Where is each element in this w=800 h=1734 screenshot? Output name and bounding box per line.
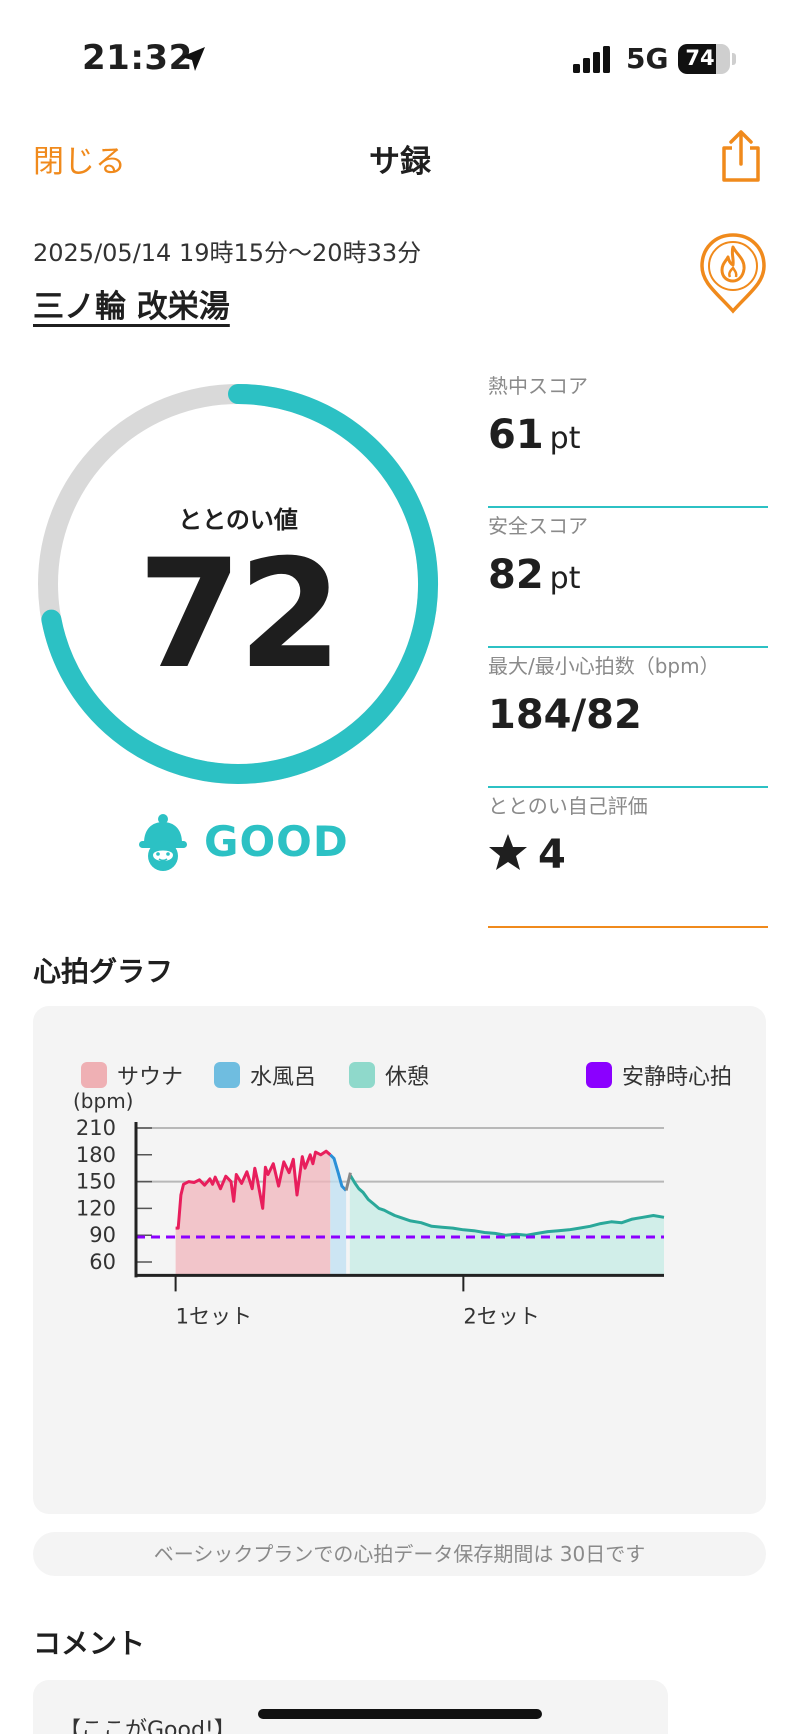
gauge-value: 72 — [137, 528, 343, 702]
network-label: 5G — [626, 42, 669, 75]
series-area-2 — [349, 1174, 664, 1276]
series-line-2 — [348, 1173, 665, 1237]
close-button[interactable]: 閉じる — [33, 144, 126, 180]
safety-score-item: 安全スコア 82 pt — [488, 510, 768, 648]
data-retention-notice: ベーシックプランでの心拍データ保存期間は 30日です — [33, 1532, 766, 1576]
legend-label-resting-hr: 安静時心拍 — [622, 1065, 733, 1090]
safety-score-value: 82 pt — [488, 552, 580, 598]
legend-item-sauna: サウナ — [81, 1058, 183, 1092]
battery-nub — [732, 53, 736, 65]
y-tick-label-150: 150 — [76, 1170, 116, 1194]
legend-item-rest: 休憩 — [349, 1058, 429, 1092]
safety-score-unit: pt — [549, 561, 581, 596]
heat-score-label: 熱中スコア — [488, 374, 588, 398]
heart-rate-chart: サウナ 水風呂 休憩 安静時心拍 (bpm) 210 180 150 120 90 60 1セ… — [33, 1006, 766, 1514]
session-time-range: 2025/05/14 19時15分〜20時33分 — [33, 239, 422, 267]
status-bar: 21:32 5G 74 — [0, 0, 800, 110]
self-evaluation-number: 4 — [538, 832, 566, 878]
heart-rate-range-value: 184/82 — [488, 692, 642, 738]
set-marker-label-2: 2セット — [463, 1304, 539, 1328]
share-icon[interactable] — [716, 128, 766, 184]
legend-swatch-sauna — [81, 1062, 107, 1088]
flame-pin-icon[interactable] — [697, 231, 769, 315]
self-evaluation-value: 4 — [488, 832, 566, 878]
series-area-1 — [330, 1154, 347, 1276]
battery-level: 74 — [685, 46, 715, 70]
nav-title-wrap: サ録 — [0, 136, 800, 181]
legend-label-rest: 休憩 — [385, 1065, 430, 1090]
heat-score-value: 61 pt — [488, 412, 580, 458]
totonoi-gauge — [38, 384, 439, 784]
sauna-hat-mascot-icon — [139, 814, 187, 871]
y-tick-label-210: 210 — [76, 1116, 116, 1140]
heart-rate-range-label: 最大/最小心拍数（bpm） — [488, 654, 720, 678]
location-arrow-icon — [181, 47, 205, 71]
safety-score-number: 82 — [488, 552, 544, 598]
gauge-progress — [41, 384, 439, 784]
legend-label-sauna: サウナ — [117, 1065, 184, 1090]
venue-link[interactable]: 三ノ輪 改栄湯 — [33, 289, 230, 325]
battery-fill — [678, 44, 717, 74]
status-time: 21:32 — [82, 38, 193, 78]
legend-swatch-rest — [349, 1062, 375, 1088]
y-axis-unit-label: (bpm) — [73, 1089, 133, 1113]
series-line-3 — [344, 1172, 352, 1191]
comment-card: 【ここがGood!】 — [33, 1680, 668, 1734]
heat-score-number: 61 — [488, 412, 544, 458]
page-title: サ録 — [369, 144, 431, 180]
home-indicator — [258, 1709, 542, 1719]
safety-score-label: 安全スコア — [488, 514, 588, 538]
legend-label-cold-bath: 水風呂 — [250, 1065, 317, 1090]
legend-swatch-resting-hr — [586, 1062, 612, 1088]
legend-item-cold-bath: 水風呂 — [214, 1058, 316, 1092]
comment-section-title: コメント — [33, 1627, 146, 1660]
battery-icon: 74 — [678, 44, 730, 74]
y-tick-label-180: 180 — [76, 1143, 116, 1167]
cellular-signal-icon — [573, 46, 610, 73]
y-tick-label-90: 90 — [89, 1223, 116, 1247]
comment-text: 【ここがGood!】 — [59, 1718, 236, 1734]
heat-score-unit: pt — [549, 421, 581, 456]
self-evaluation-label: ととのい自己評価 — [488, 794, 648, 818]
self-evaluation-item: ととのい自己評価 4 — [488, 790, 768, 928]
heat-score-item: 熱中スコア 61 pt — [488, 370, 768, 508]
set-marker-label-1: 1セット — [176, 1304, 252, 1328]
star-icon — [489, 834, 527, 870]
legend-item-resting-hr: 安静時心拍 — [586, 1058, 732, 1092]
rating-label: GOOD — [204, 817, 349, 866]
legend-swatch-cold-bath — [214, 1062, 240, 1088]
series-line-0 — [175, 1149, 332, 1230]
heart-rate-section-title: 心拍グラフ — [33, 955, 174, 988]
series-line-1 — [329, 1153, 348, 1192]
gauge-label: ととのい値 — [178, 506, 298, 534]
series-area-0 — [175, 1151, 331, 1276]
heart-rate-range-item: 最大/最小心拍数（bpm） 184/82 — [488, 650, 768, 788]
y-tick-label-120: 120 — [76, 1196, 116, 1220]
y-tick-label-60: 60 — [89, 1250, 116, 1274]
